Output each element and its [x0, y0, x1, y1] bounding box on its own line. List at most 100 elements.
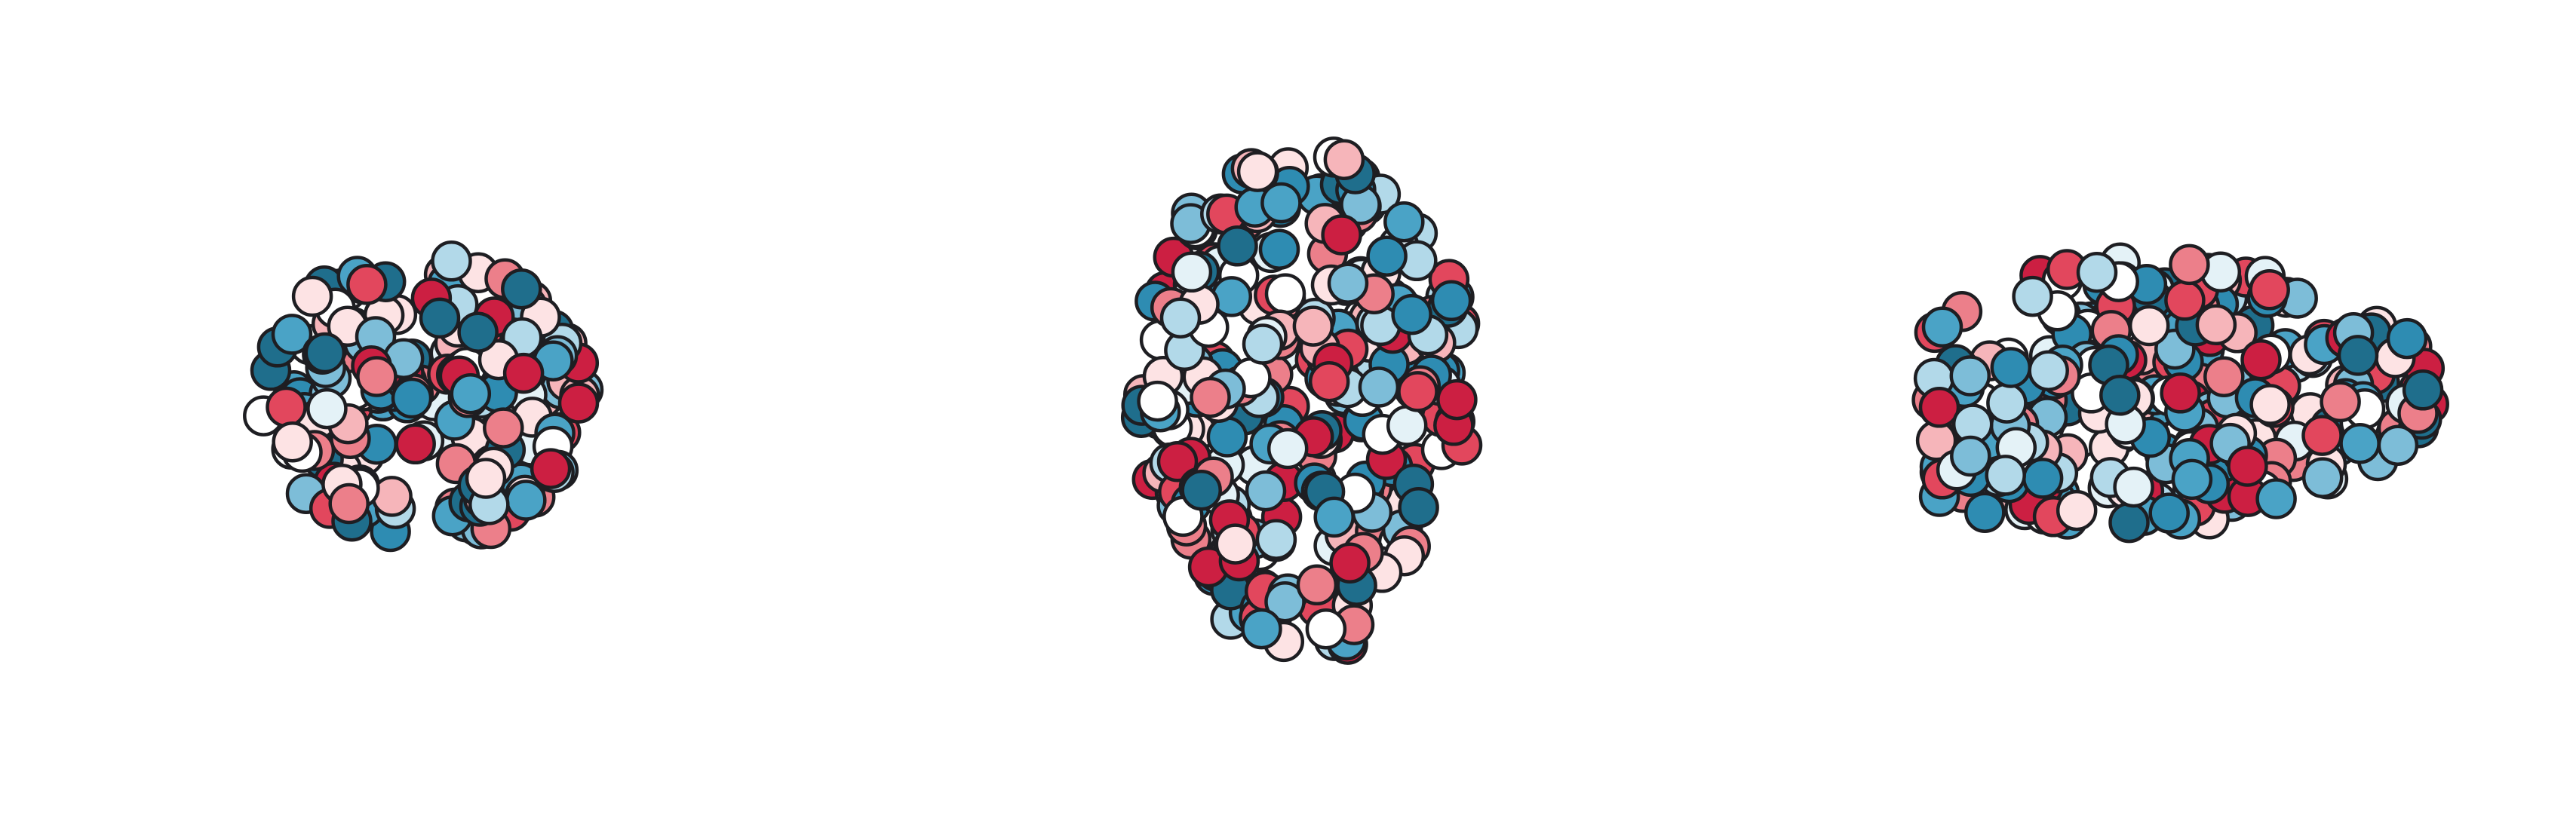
node-marker — [272, 421, 313, 463]
node-marker — [1241, 608, 1282, 650]
node-marker — [1217, 225, 1258, 267]
node-marker — [1214, 523, 1257, 565]
node-marker — [1918, 387, 1960, 428]
node-marker — [1258, 228, 1300, 270]
node-marker — [502, 352, 545, 394]
node-marker — [530, 448, 572, 489]
node-marker — [1242, 323, 1284, 365]
node-marker — [1305, 608, 1347, 650]
node-marker — [1358, 366, 1400, 408]
node-marker — [431, 240, 472, 282]
node-marker — [1156, 441, 1199, 482]
node-marker — [1260, 182, 1302, 224]
node-marker — [2028, 350, 2069, 391]
node-marker — [1159, 297, 1202, 339]
coronal-view — [243, 240, 604, 553]
node-marker — [2171, 458, 2213, 501]
node-marker — [557, 382, 600, 424]
node-marker — [2337, 335, 2379, 376]
node-marker — [2240, 339, 2282, 381]
node-marker — [1949, 355, 1991, 397]
node-marker — [2301, 457, 2344, 498]
axial-view — [1120, 136, 1483, 665]
node-marker — [1137, 380, 1178, 422]
node-marker — [1397, 371, 1438, 412]
node-marker — [1391, 293, 1432, 335]
node-marker — [1386, 405, 1428, 446]
node-marker — [1985, 455, 2026, 496]
node-marker — [2169, 244, 2210, 286]
node-marker — [2320, 381, 2361, 423]
node-marker — [2301, 415, 2343, 456]
node-marker — [2099, 375, 2141, 416]
sagittal-view — [1911, 242, 2449, 544]
node-marker — [1296, 564, 1338, 606]
node-marker — [2056, 489, 2098, 532]
node-marker — [266, 386, 307, 428]
node-marker — [1313, 496, 1355, 538]
node-marker — [1950, 435, 1991, 477]
node-marker — [1398, 486, 1439, 528]
node-marker — [271, 314, 313, 355]
node-marker — [1206, 416, 1248, 458]
node-marker — [1329, 542, 1371, 584]
node-marker — [1264, 581, 1306, 623]
node-marker — [391, 377, 433, 419]
node-marker — [1986, 382, 2028, 424]
node-marker — [2386, 317, 2428, 360]
node-marker — [346, 264, 388, 305]
node-marker — [1366, 235, 1408, 277]
node-marker — [1267, 427, 1309, 470]
node-marker — [2148, 492, 2190, 534]
node-marker — [291, 275, 333, 317]
node-marker — [2255, 478, 2297, 519]
node-marker — [2249, 269, 2290, 311]
node-marker — [2012, 275, 2053, 317]
node-marker — [505, 479, 547, 521]
node-marker — [1264, 273, 1306, 314]
node-marker — [483, 407, 524, 449]
node-marker — [1181, 469, 1222, 511]
node-marker — [2339, 422, 2381, 464]
node-marker — [2249, 384, 2291, 425]
node-marker — [2203, 356, 2245, 397]
node-marker — [1383, 201, 1425, 243]
node-marker — [457, 311, 499, 353]
node-marker — [1245, 470, 1287, 512]
node-marker — [465, 458, 507, 499]
node-marker — [1292, 305, 1334, 347]
node-marker — [2113, 466, 2154, 508]
node-marker — [1321, 214, 1362, 256]
node-marker — [2108, 501, 2150, 544]
node-marker — [1323, 139, 1365, 180]
node-marker — [1436, 378, 1478, 421]
node-marker — [2195, 304, 2237, 346]
node-marker — [419, 297, 461, 339]
node-marker — [1964, 492, 2006, 533]
node-marker — [2160, 372, 2201, 414]
node-marker — [2164, 280, 2206, 321]
node-marker — [2076, 251, 2118, 293]
node-marker — [450, 372, 492, 415]
node-marker — [356, 356, 398, 397]
node-marker — [1171, 251, 1213, 293]
node-marker — [1430, 280, 1472, 322]
node-marker — [2128, 305, 2170, 347]
node-marker — [1190, 376, 1231, 418]
node-marker — [328, 482, 370, 525]
node-marker — [304, 332, 346, 374]
node-marker — [1921, 306, 1963, 348]
node-marker — [1236, 151, 1279, 192]
node-marker — [395, 423, 436, 465]
node-marker — [2227, 446, 2268, 487]
node-marker — [1327, 262, 1369, 304]
node-marker — [1308, 360, 1350, 403]
node-marker — [2402, 369, 2444, 411]
node-marker — [501, 268, 542, 310]
node-marker — [1255, 519, 1297, 560]
node-marker — [2022, 458, 2064, 499]
node-marker — [306, 388, 348, 430]
node-marker — [1990, 347, 2032, 388]
